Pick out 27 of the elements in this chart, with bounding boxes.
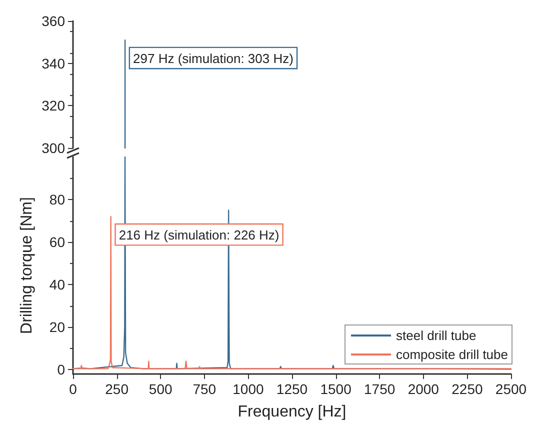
- annotation: 297 Hz (simulation: 303 Hz): [133, 51, 294, 66]
- line-series: [72, 216, 512, 370]
- y-tick-label: 300: [42, 140, 66, 156]
- y-tick-label: 340: [42, 55, 66, 72]
- x-tick-label: 1750: [364, 381, 396, 397]
- y-axis-title: Drilling torque [Nm]: [18, 197, 36, 334]
- x-tick-label: 1250: [276, 381, 308, 397]
- annotation: 216 Hz (simulation: 226 Hz): [118, 228, 280, 243]
- x-tick-label: 250: [105, 381, 129, 397]
- x-tick-label: 0: [69, 381, 78, 397]
- x-tick-label: 1000: [232, 381, 264, 397]
- x-tick-label: 2500: [495, 381, 527, 397]
- x-tick-label: 1500: [320, 381, 352, 397]
- x-tick-label: 2000: [408, 381, 440, 397]
- y-tick-label: 20: [49, 319, 66, 336]
- y-tick-label: 40: [49, 276, 66, 293]
- y-tick-label: 360: [42, 13, 66, 29]
- x-tick-label: 500: [148, 381, 172, 397]
- x-tick-label: 750: [192, 381, 216, 397]
- x-tick-label: 2250: [452, 381, 483, 397]
- y-tick-label: 60: [49, 234, 66, 250]
- x-axis-title: Frequency [Hz]: [238, 404, 346, 420]
- y-tick-label: 320: [42, 98, 66, 114]
- y-tick-label: 0: [57, 362, 66, 378]
- legend-label: steel drill tube: [396, 328, 476, 343]
- y-tick-label: 80: [49, 192, 66, 208]
- legend-label: composite drill tube: [396, 347, 508, 362]
